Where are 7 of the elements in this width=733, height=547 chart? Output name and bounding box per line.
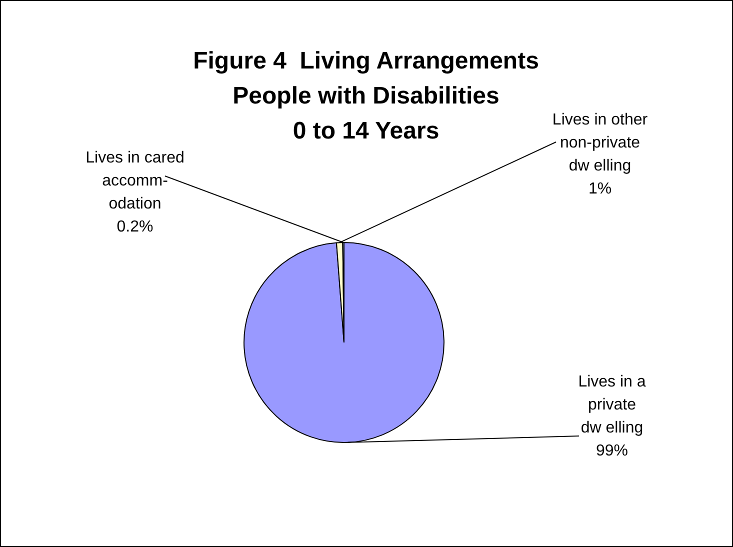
slice-label: Lives in cared accomm- odation (86, 149, 184, 212)
slice-label: Lives in other non-private dw elling (552, 111, 648, 174)
slice-label: Lives in a private dw elling (578, 373, 646, 436)
data-label: 1% (588, 180, 612, 198)
data-label: 99% (596, 442, 628, 460)
data-label: 0.2% (116, 218, 154, 236)
chart-title: Figure 4 Living Arrangements People with Disabilities 0 to 14 Years (193, 48, 539, 145)
